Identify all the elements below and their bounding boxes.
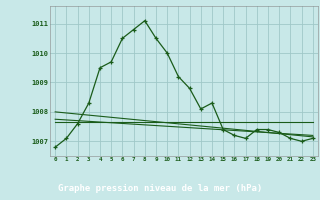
Text: Graphe pression niveau de la mer (hPa): Graphe pression niveau de la mer (hPa): [58, 184, 262, 193]
